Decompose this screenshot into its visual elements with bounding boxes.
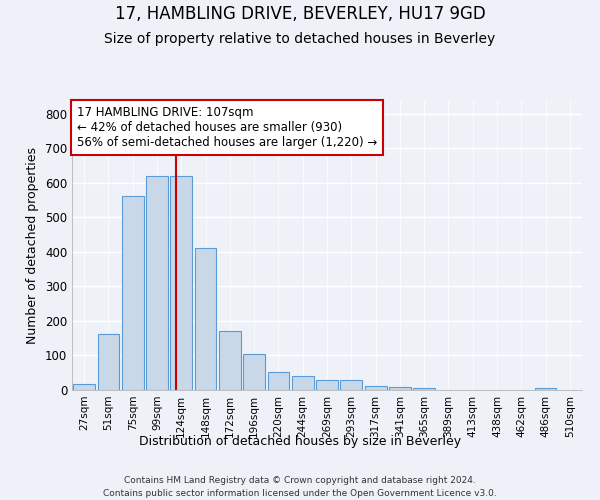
Bar: [365, 386, 386, 390]
Bar: [146, 176, 168, 390]
Bar: [413, 388, 435, 390]
Bar: [243, 354, 265, 390]
Bar: [97, 334, 119, 390]
Bar: [340, 380, 362, 390]
Bar: [535, 388, 556, 390]
Text: Size of property relative to detached houses in Beverley: Size of property relative to detached ho…: [104, 32, 496, 46]
Bar: [389, 386, 411, 390]
Text: Contains HM Land Registry data © Crown copyright and database right 2024.
Contai: Contains HM Land Registry data © Crown c…: [103, 476, 497, 498]
Bar: [268, 372, 289, 390]
Bar: [122, 196, 143, 390]
Bar: [219, 332, 241, 390]
Text: Distribution of detached houses by size in Beverley: Distribution of detached houses by size …: [139, 435, 461, 448]
Bar: [170, 176, 192, 390]
Text: 17 HAMBLING DRIVE: 107sqm
← 42% of detached houses are smaller (930)
56% of semi: 17 HAMBLING DRIVE: 107sqm ← 42% of detac…: [77, 106, 377, 149]
Bar: [292, 376, 314, 390]
Bar: [194, 248, 217, 390]
Text: 17, HAMBLING DRIVE, BEVERLEY, HU17 9GD: 17, HAMBLING DRIVE, BEVERLEY, HU17 9GD: [115, 5, 485, 23]
Bar: [316, 380, 338, 390]
Y-axis label: Number of detached properties: Number of detached properties: [26, 146, 40, 344]
Bar: [73, 384, 95, 390]
